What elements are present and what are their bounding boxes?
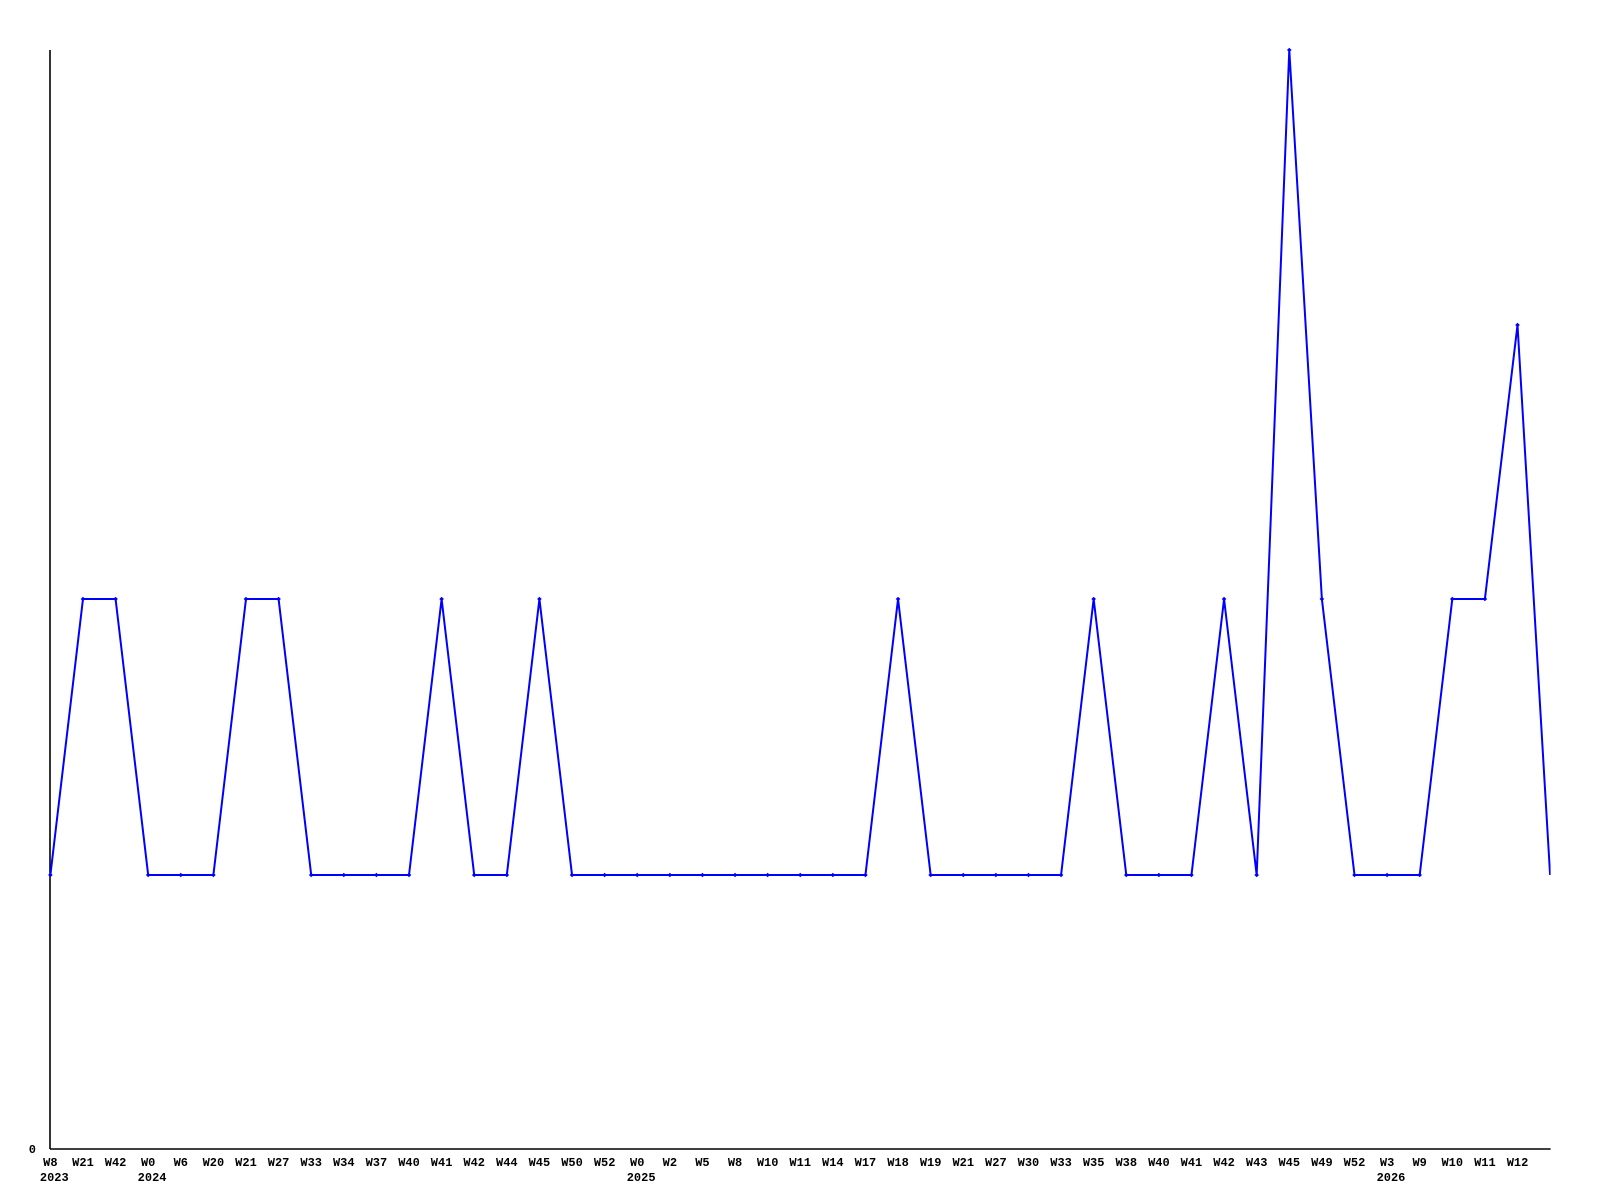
svg-text:W21: W21 (952, 1156, 974, 1170)
svg-text:W18: W18 (887, 1156, 909, 1170)
svg-text:W20: W20 (203, 1156, 225, 1170)
svg-text:W33: W33 (1050, 1156, 1072, 1170)
svg-text:2024: 2024 (138, 1171, 167, 1185)
svg-text:W10: W10 (1441, 1156, 1463, 1170)
svg-text:W0: W0 (141, 1156, 155, 1170)
svg-text:W8: W8 (728, 1156, 742, 1170)
svg-text:W10: W10 (757, 1156, 779, 1170)
svg-text:W9: W9 (1412, 1156, 1426, 1170)
svg-text:W41: W41 (1181, 1156, 1203, 1170)
svg-text:W30: W30 (1018, 1156, 1040, 1170)
svg-text:W34: W34 (333, 1156, 355, 1170)
svg-text:W8: W8 (43, 1156, 57, 1170)
svg-text:W11: W11 (789, 1156, 811, 1170)
svg-text:W0: W0 (630, 1156, 644, 1170)
svg-text:W19: W19 (920, 1156, 942, 1170)
svg-text:W37: W37 (366, 1156, 388, 1170)
svg-text:W3: W3 (1380, 1156, 1394, 1170)
svg-text:W42: W42 (463, 1156, 485, 1170)
svg-text:2025: 2025 (627, 1171, 656, 1185)
svg-text:2023: 2023 (40, 1171, 69, 1185)
svg-text:W52: W52 (594, 1156, 616, 1170)
svg-text:W35: W35 (1083, 1156, 1105, 1170)
svg-text:W45: W45 (1278, 1156, 1300, 1170)
svg-text:W40: W40 (1148, 1156, 1170, 1170)
svg-text:W27: W27 (268, 1156, 290, 1170)
svg-text:W2: W2 (663, 1156, 677, 1170)
svg-text:W21: W21 (72, 1156, 94, 1170)
svg-text:W41: W41 (431, 1156, 453, 1170)
svg-text:W6: W6 (174, 1156, 188, 1170)
svg-text:W45: W45 (529, 1156, 551, 1170)
svg-text:W11: W11 (1474, 1156, 1496, 1170)
svg-text:2026: 2026 (1377, 1171, 1406, 1185)
svg-text:W27: W27 (985, 1156, 1007, 1170)
svg-text:W44: W44 (496, 1156, 518, 1170)
svg-text:W5: W5 (695, 1156, 709, 1170)
svg-text:W42: W42 (1213, 1156, 1235, 1170)
svg-text:W52: W52 (1344, 1156, 1366, 1170)
svg-text:W33: W33 (300, 1156, 322, 1170)
svg-text:W21: W21 (235, 1156, 257, 1170)
svg-text:W14: W14 (822, 1156, 844, 1170)
svg-text:W38: W38 (1115, 1156, 1137, 1170)
svg-text:W50: W50 (561, 1156, 583, 1170)
svg-text:W17: W17 (855, 1156, 877, 1170)
svg-text:W43: W43 (1246, 1156, 1268, 1170)
svg-text:W12: W12 (1507, 1156, 1529, 1170)
svg-text:W42: W42 (105, 1156, 127, 1170)
svg-text:W40: W40 (398, 1156, 420, 1170)
svg-text:W49: W49 (1311, 1156, 1333, 1170)
svg-text:0: 0 (29, 1143, 36, 1157)
